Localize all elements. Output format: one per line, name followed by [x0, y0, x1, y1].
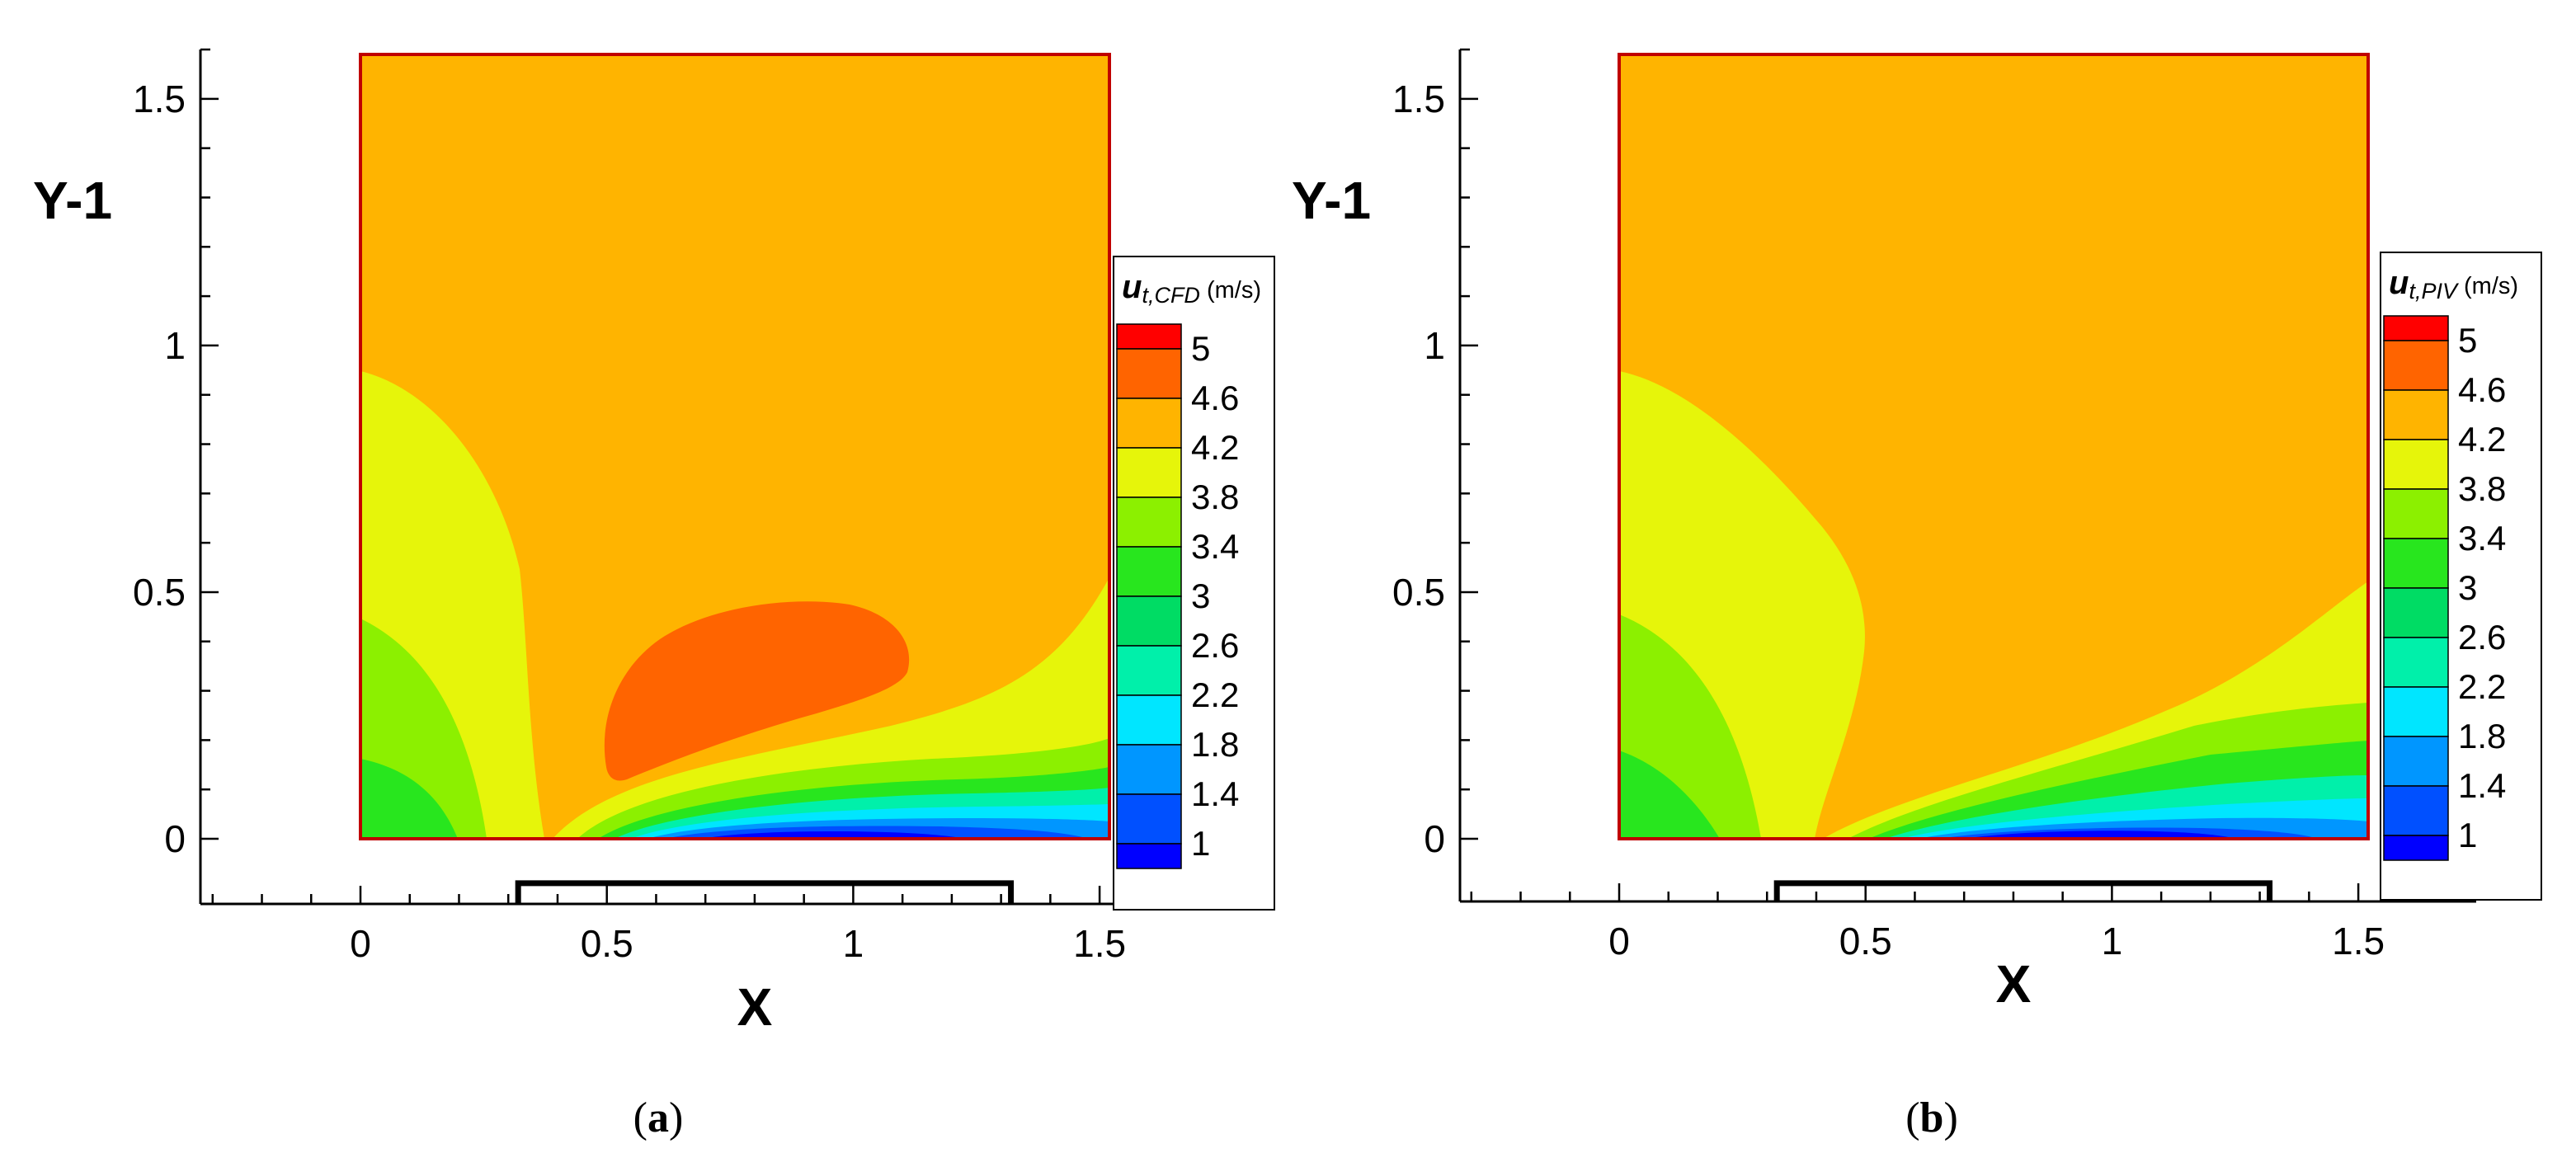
- legend-swatch: [2383, 439, 2449, 490]
- legend-swatch: [2383, 785, 2449, 836]
- legend-swatch: [1116, 793, 1182, 845]
- band-4.6-5: [604, 601, 910, 781]
- panel-b-axes: 0 0.5 1 1.5 0 0.5 1 1.5 Y-1 X: [1292, 48, 2476, 1014]
- x-tick-label: 1: [2102, 920, 2123, 962]
- band-3-3.4-left: [1619, 751, 1720, 839]
- legend-level-label: 3.8: [1191, 478, 1239, 516]
- y-axis-title: Y-1: [1292, 171, 1371, 230]
- field-frame: [359, 53, 1111, 840]
- panel-a-axes: 0 0.5 1 1.5 0 0.5 1 1.5 Y-1 X: [33, 48, 1223, 1037]
- legend-swatch: [2383, 340, 2449, 391]
- legend-level-label: 2.6: [1191, 626, 1239, 665]
- legend-level-label: 1.4: [1191, 774, 1239, 813]
- legend-swatch: [1116, 595, 1182, 647]
- y-tick-label: 0.5: [133, 571, 186, 614]
- legend-swatch: [1116, 546, 1182, 597]
- y-tick-label: 1.5: [133, 78, 186, 120]
- panel-b-contour-field: [1618, 53, 2370, 840]
- legend-level-label: 5: [2458, 321, 2477, 360]
- y-axis-title: Y-1: [33, 171, 112, 230]
- x-tick-label: 0.5: [1839, 920, 1892, 962]
- panel-b-caption: (b): [1905, 1094, 1958, 1141]
- legend-swatch: [1116, 744, 1182, 795]
- legend-level-label: 1: [2458, 816, 2477, 854]
- legend-level-label: 3.4: [1191, 527, 1239, 566]
- x-axis-title: X: [737, 977, 773, 1037]
- legend-level-label: 2.2: [1191, 675, 1239, 714]
- y-tick-label: 1: [164, 324, 186, 367]
- legend-swatch: [2383, 488, 2449, 539]
- legend-swatch: [1116, 694, 1182, 746]
- legend-level-label: 5: [1191, 329, 1210, 368]
- band-1-1.4: [1963, 831, 2235, 839]
- legend-swatch: [2383, 637, 2449, 688]
- x-axis-title: X: [1996, 954, 2032, 1014]
- panel-a-contour-field: [359, 53, 1111, 840]
- y-tick-label: 0: [164, 817, 186, 860]
- panel-b-legend: ut,PIV (m/s) 5 4.6 4.2 3.8 3.4 3 2.6 2.2 1.8 1.4 1: [2380, 252, 2542, 901]
- legend-level-label: 1: [1191, 824, 1210, 863]
- x-tick-label: 0.5: [581, 922, 633, 965]
- band-3-3.4-left: [360, 759, 458, 839]
- legend-swatch: [2383, 736, 2449, 787]
- object-outline: [515, 880, 1015, 904]
- field-frame: [1618, 53, 2370, 840]
- legend-swatch: [2383, 389, 2449, 440]
- x-tick-label: 0: [350, 922, 371, 965]
- x-tick-label: 1.5: [2332, 920, 2385, 962]
- legend-level-label: 3: [2458, 568, 2477, 607]
- band-1-1.4: [701, 831, 965, 839]
- panel-b: 0 0.5 1 1.5 0 0.5 1 1.5 Y-1 X ut,PIV (m/s) 5 4.6 4.2…: [1292, 48, 2542, 1014]
- legend-level-label: 1.4: [2458, 766, 2506, 805]
- legend-swatch: [2383, 538, 2449, 589]
- legend-level-label: 3.4: [2458, 519, 2506, 558]
- object-outline: [1773, 880, 2273, 901]
- x-tick-label: 1.5: [1073, 922, 1126, 965]
- legend-swatch: [1116, 398, 1182, 449]
- legend-swatch: [1116, 843, 1182, 869]
- legend-level-label: 3: [1191, 576, 1210, 615]
- legend-swatch: [2383, 686, 2449, 737]
- panel-a: 0 0.5 1 1.5 0 0.5 1 1.5 Y-1 X ut,CFD (m/s) 5 4.6 4.2…: [33, 48, 1275, 1037]
- legend-level-label: 3.8: [2458, 469, 2506, 508]
- legend-swatch: [2383, 587, 2449, 638]
- legend-title: ut,CFD (m/s): [1122, 269, 1261, 308]
- legend-swatch: [2383, 835, 2449, 861]
- y-tick-label: 0: [1424, 817, 1445, 860]
- legend-level-label: 2.2: [2458, 667, 2506, 706]
- legend-level-label: 4.6: [1191, 379, 1239, 417]
- x-tick-label: 0: [1608, 920, 1630, 962]
- x-tick-label: 1: [843, 922, 864, 965]
- y-tick-label: 1.5: [1392, 78, 1445, 120]
- panel-a-caption: (a): [633, 1094, 684, 1141]
- legend-swatch: [1116, 496, 1182, 548]
- legend-level-label: 4.2: [2458, 420, 2506, 459]
- legend-level-label: 1.8: [2458, 717, 2506, 755]
- legend-swatch: [1116, 447, 1182, 498]
- legend-title: ut,PIV (m/s): [2389, 265, 2518, 304]
- legend-swatch: [1116, 645, 1182, 696]
- legend-swatch: [1116, 323, 1182, 350]
- panel-a-legend: ut,CFD (m/s) 5 4.6 4.2 3.8 3.4 3 2.6 2.2 1.8 1.4 1: [1113, 256, 1275, 911]
- legend-level-label: 1.8: [1191, 725, 1239, 764]
- legend-level-label: 4.6: [2458, 370, 2506, 409]
- legend-level-label: 4.2: [1191, 428, 1239, 467]
- y-tick-label: 1: [1424, 324, 1445, 367]
- legend-swatch: [1116, 348, 1182, 399]
- legend-level-label: 2.6: [2458, 618, 2506, 657]
- legend-swatch: [2383, 315, 2449, 341]
- y-tick-label: 0.5: [1392, 571, 1445, 614]
